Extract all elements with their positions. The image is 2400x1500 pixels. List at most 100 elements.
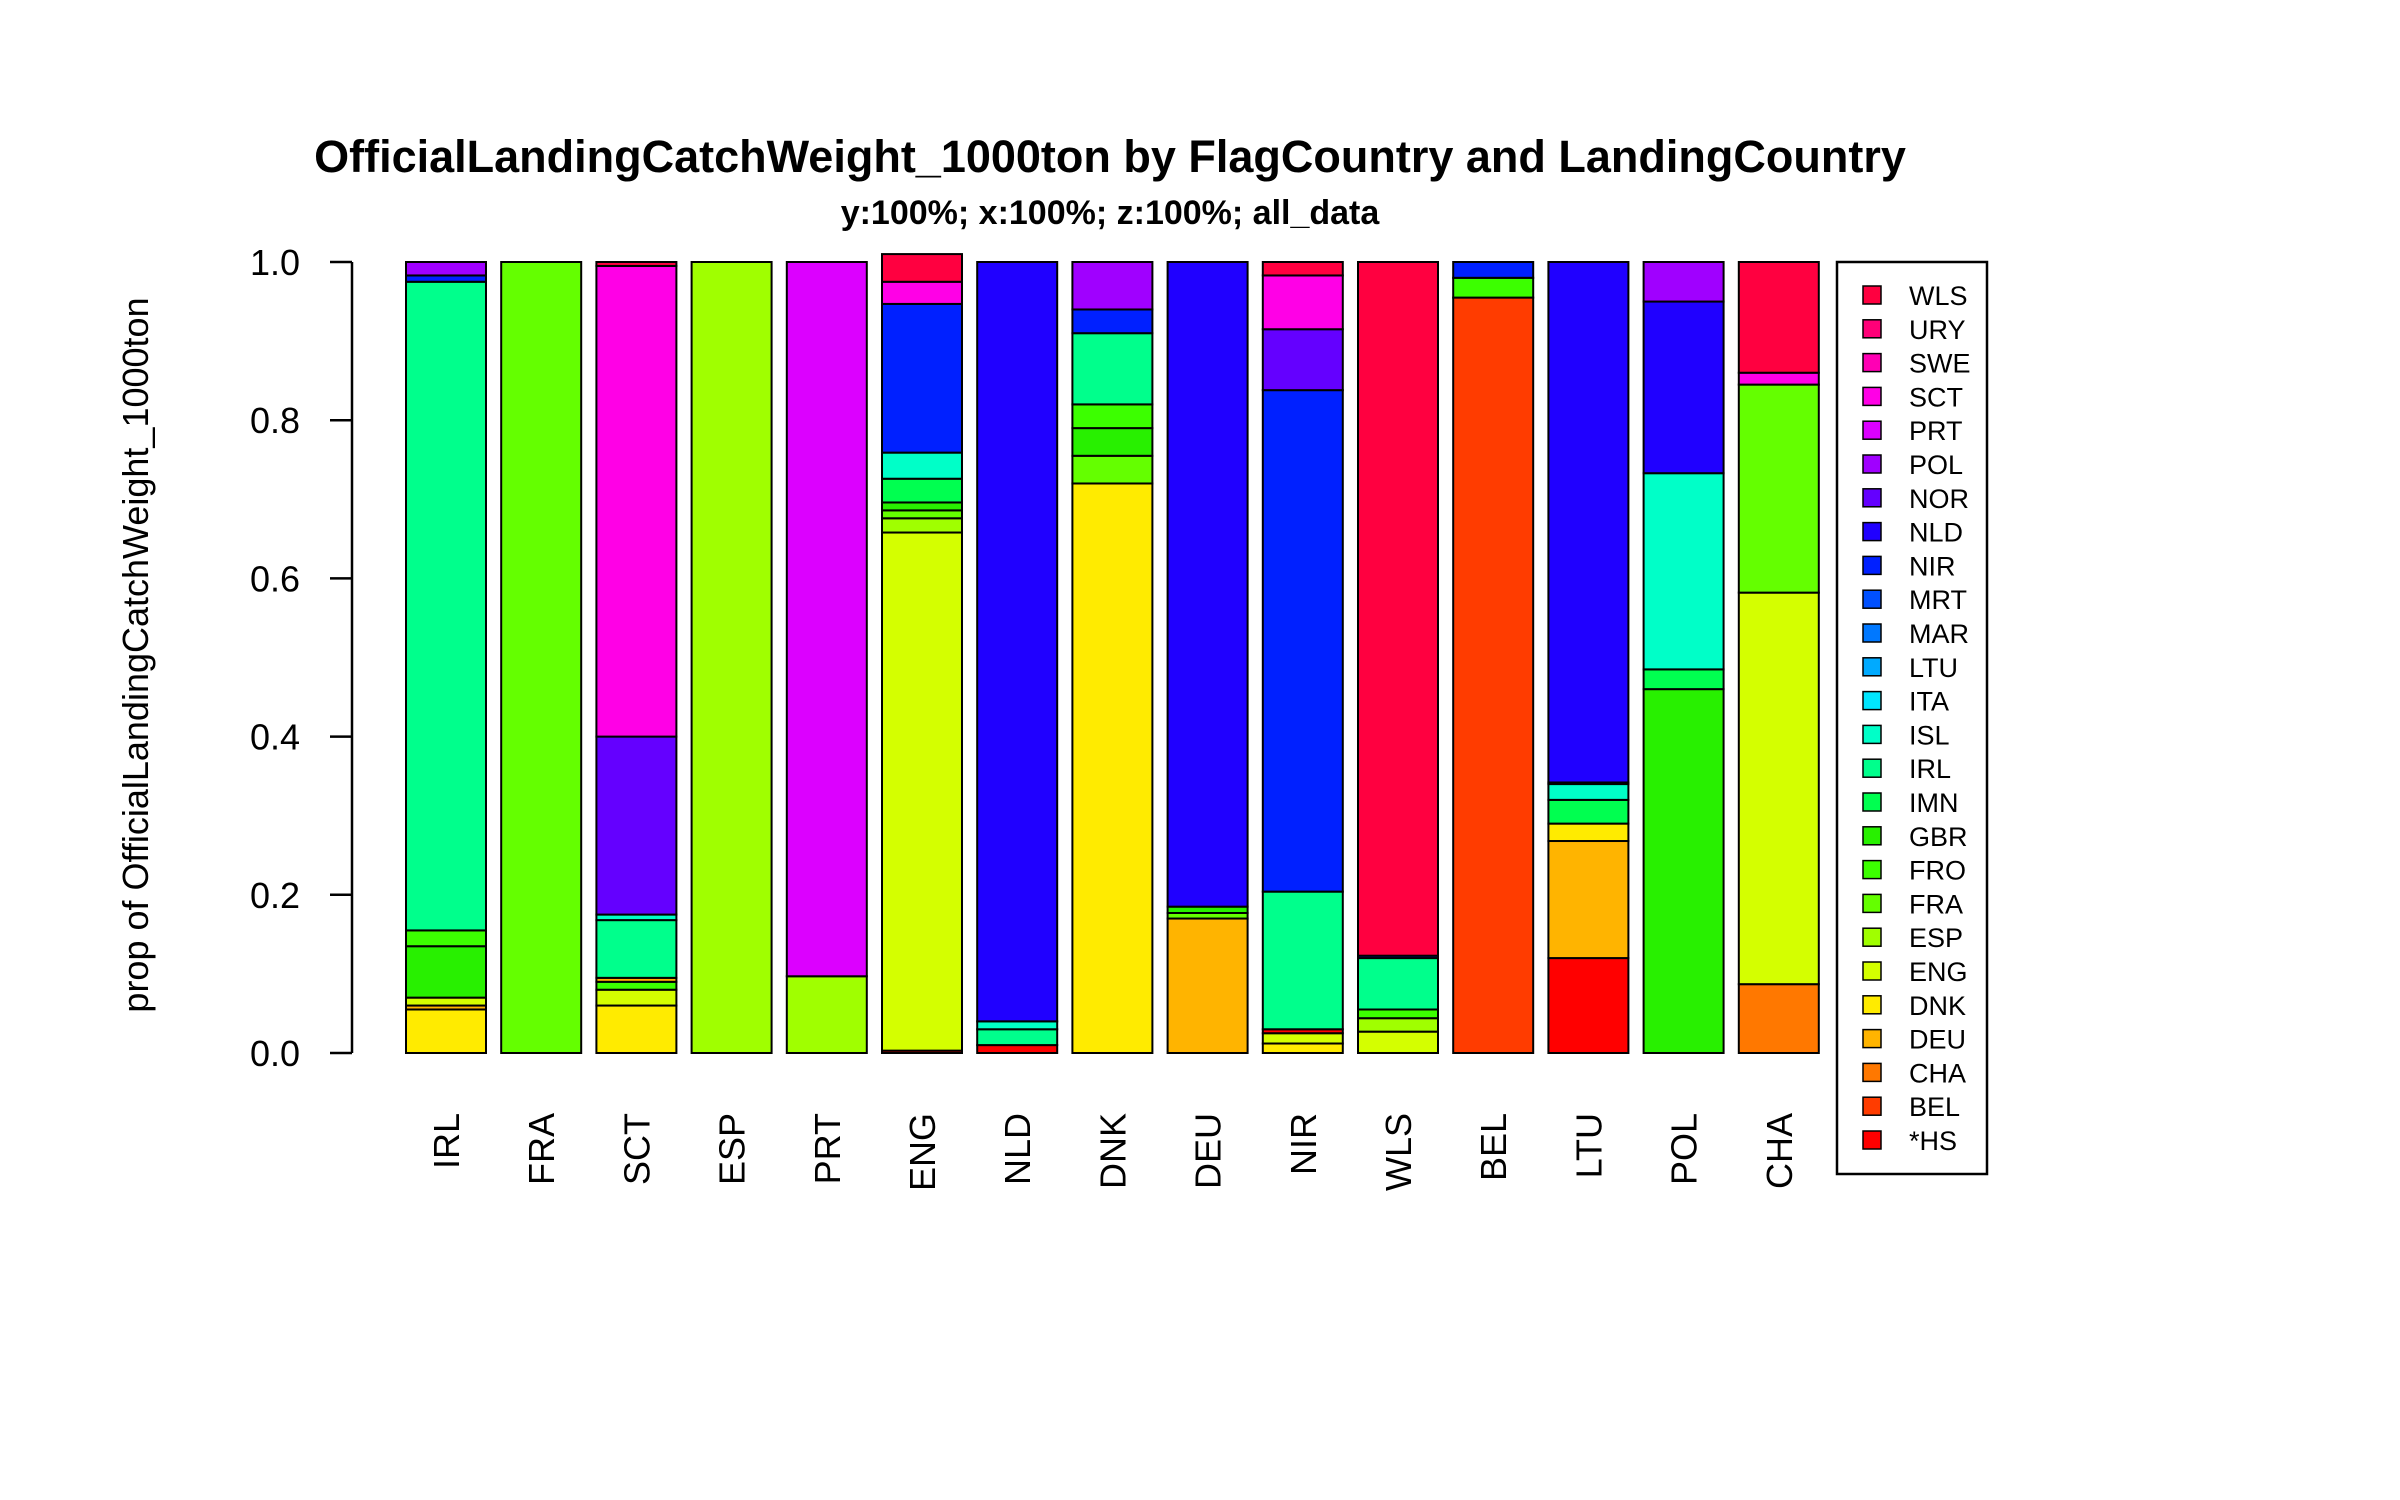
legend-entry: SWE [1909,349,1971,379]
bar-segment [881,517,963,534]
x-tick-label: FRA [521,1113,562,1185]
x-tick-label: BEL [1473,1113,1514,1181]
y-tick-label: 0.6 [250,558,300,599]
legend-entry: BEL [1909,1092,1960,1122]
bar-segment [1071,482,1154,1055]
legend-entry: WLS [1909,281,1968,311]
bar-segment [595,1004,678,1054]
bar-segment [1547,261,1630,784]
x-tick-label: DNK [1092,1113,1133,1189]
bar-segment [1261,1032,1344,1045]
bar-segment [976,1020,1059,1031]
y-axis-label: prop of OfficialLandingCatchWeight_1000t… [115,297,156,1012]
legend-entry: NOR [1909,484,1969,514]
bar-segment [1261,1042,1344,1055]
bar-deu [1166,261,1249,1055]
bar-segment [1071,403,1154,430]
bar-segment [1071,454,1154,485]
legend-entry: ITA [1909,687,1949,717]
bar-segment [1547,798,1630,825]
y-axis: 0.0 0.2 0.4 0.6 0.8 1.0 [250,242,354,1074]
bars-group [405,253,1820,1055]
legend-swatch [1862,454,1882,474]
bar-segment [595,980,678,991]
bar-segment [1452,296,1535,1055]
bar-segment [881,531,963,1052]
bar-nir [1261,261,1344,1055]
bar-segment [595,261,678,267]
legend-swatch [1862,961,1882,981]
bar-segment [976,261,1059,1023]
bar-segment [976,1028,1059,1047]
legend-entry: NIR [1909,551,1956,581]
bar-segment [1737,371,1820,386]
legend-swatch [1862,927,1882,947]
legend-entry: SCT [1909,382,1963,412]
x-tick-label: SCT [616,1113,657,1185]
bar-segment [1547,822,1630,843]
x-axis-labels: IRL FRA SCT ESP PRT ENG NLD DNK DEU NIR WLS BEL LTU P… [426,1113,1800,1191]
legend-entry: CHA [1909,1058,1966,1088]
bar-segment [785,975,868,1055]
y-tick-label: 0.4 [250,717,300,758]
legend-entry: NLD [1909,518,1963,548]
bar-eng [881,253,963,1054]
bar-segment [1642,261,1725,303]
bar-segment [785,261,868,978]
legend-swatch [1862,319,1882,339]
bar-segment [1261,389,1344,893]
bar-segment [1071,427,1154,457]
legend-swatch [1862,758,1882,778]
bar-ltu [1547,261,1630,1055]
bar-segment [1547,783,1630,801]
legend-swatch [1862,690,1882,711]
bar-segment [1166,261,1249,908]
legend-swatch [1862,657,1882,677]
bar-segment [595,264,678,738]
legend-swatch [1862,623,1882,643]
bar-fra [500,261,583,1054]
bar-segment [881,509,963,520]
legend-swatch [1862,1096,1882,1116]
legend-entry: POL [1909,450,1963,480]
bar-segment [405,945,487,999]
bar-segment [1737,591,1820,986]
bar-segment [1357,957,1439,1011]
legend-box [1835,260,1989,1176]
bar-segment [405,996,487,1007]
x-tick-label: NLD [997,1113,1038,1185]
legend-swatch [1862,386,1882,407]
bar-dnk [1071,261,1154,1055]
x-tick-label: DEU [1188,1113,1229,1189]
legend-entry: MAR [1909,619,1969,649]
bar-segment [1261,261,1344,277]
chart-title: OfficialLandingCatchWeight_1000ton by Fl… [314,131,1906,182]
bar-segment [595,919,678,979]
bar-segment [1642,300,1725,475]
bar-segment [1261,328,1344,392]
bar-pol [1642,261,1725,1054]
bar-segment [881,253,963,283]
chart-subtitle: y:100%; x:100%; z:100%; all_data [841,194,1381,232]
bar-segment [1642,688,1725,1054]
bar-segment [1357,1030,1439,1054]
bar-segment [405,929,487,948]
bar-irl [405,261,487,1054]
legend-swatch [1862,352,1882,373]
bar-segment [881,501,963,512]
x-tick-label: ENG [902,1113,943,1191]
legend-swatch [1862,792,1882,812]
legend-entry: ESP [1909,923,1963,953]
bar-segment [1071,308,1154,335]
bar-segment [690,261,773,1054]
bar-segment [881,477,963,504]
legend-swatch [1862,1062,1882,1083]
legend-swatch [1862,826,1882,846]
bar-segment [1737,383,1820,594]
x-tick-label: ESP [712,1113,753,1185]
legend-swatch [1862,1130,1882,1150]
legend-swatch [1862,859,1882,880]
legend-entry: LTU [1909,653,1958,683]
bar-segment [1642,668,1725,691]
bar-segment [881,280,963,305]
